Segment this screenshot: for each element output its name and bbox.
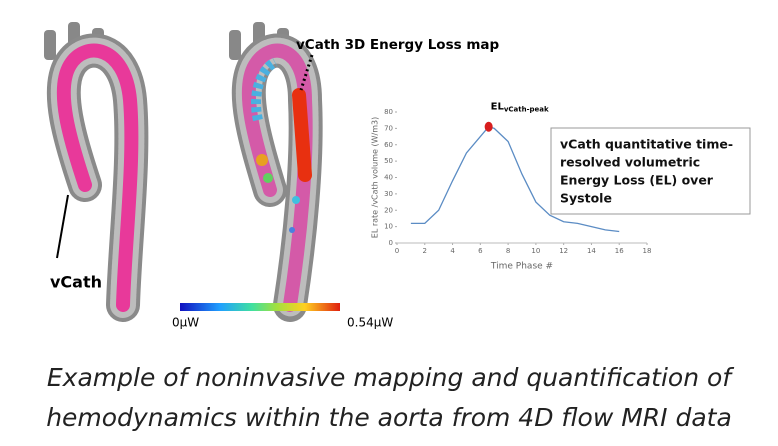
peak-marker [484,121,493,132]
peak-label: ELvCath-peak [491,102,549,114]
y-tick-label: 10 [384,223,393,231]
caption: Example of noninvasive mapping and quant… [47,363,734,392]
y-tick-label: 80 [384,108,393,116]
peak-label-main: EL [491,102,505,113]
x-tick-label: 0 [395,247,399,255]
y-tick-label: 20 [384,206,393,214]
y-tick-label: 70 [384,124,393,132]
colorbar [180,303,340,311]
aorta-left [44,22,149,322]
x-tick-label: 8 [506,247,510,255]
y-tick-label: 60 [384,141,393,149]
x-tick-label: 16 [615,247,624,255]
note-line: resolved volumetric [560,155,700,170]
y-tick-label: 30 [384,190,393,198]
line-series [410,125,620,233]
map-title: vCath 3D Energy Loss map [296,37,500,53]
y-tick-label: 50 [384,157,393,165]
vcath-label: vCath [50,273,102,292]
y-axis-label: EL rate /vCath volume (W/m3) [371,117,380,238]
peak-label-sub: vCath-peak [504,106,549,114]
caption: hemodynamics within the aorta from 4D fl… [46,403,732,432]
note-line: Energy Loss (EL) over [560,173,714,188]
x-tick-label: 12 [559,247,568,255]
x-tick-label: 4 [450,247,455,255]
note-line: vCath quantitative time- [560,137,733,152]
y-tick-label: 0 [389,239,393,247]
x-axis-label: Time Phase # [490,262,553,272]
x-tick-label: 2 [423,247,427,255]
x-tick-label: 6 [478,247,483,255]
colorbar-max: 0.54μW [347,316,393,330]
aorta-right [229,22,323,322]
colorbar-min: 0μW [172,316,199,330]
x-tick-label: 14 [587,247,596,255]
y-tick-label: 40 [384,174,393,182]
x-tick-label: 10 [531,247,540,255]
note-line: Systole [560,191,612,206]
note-box [550,127,751,215]
x-tick-label: 18 [643,247,652,255]
